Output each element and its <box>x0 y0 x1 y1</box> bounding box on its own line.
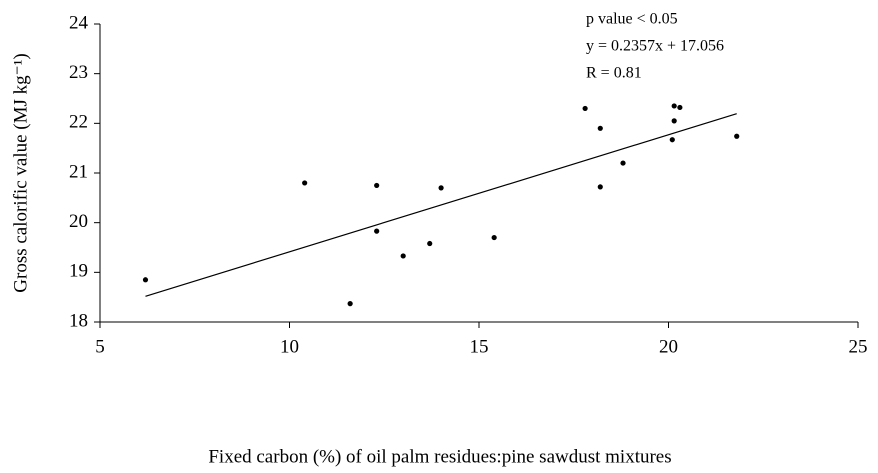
point <box>374 182 380 189</box>
x-tick-label: 25 <box>849 336 868 357</box>
y-tick-label: 22 <box>69 112 88 133</box>
y-tick-label: 20 <box>69 211 88 232</box>
point <box>671 103 677 109</box>
x-tick-label: 20 <box>659 336 678 357</box>
point <box>374 228 380 234</box>
annotation: p value < 0.05 <box>586 11 678 28</box>
point <box>734 133 740 139</box>
trendline <box>145 113 737 297</box>
y-tick-label: 23 <box>69 62 88 83</box>
x-tick-label: 10 <box>280 336 299 357</box>
y-tick-label: 21 <box>69 161 88 182</box>
point <box>142 277 149 283</box>
point <box>438 185 444 191</box>
point <box>582 105 588 112</box>
annotation: R = 0.81 <box>586 65 642 82</box>
point <box>491 234 497 241</box>
point <box>400 253 406 259</box>
x-tick-label: 5 <box>95 336 105 357</box>
x-axis-label: Fixed carbon (%) of oil palm residues:pi… <box>208 446 671 467</box>
y-tick-label: 19 <box>69 261 88 282</box>
point <box>302 180 308 186</box>
point <box>620 160 626 166</box>
y-tick-label: 18 <box>69 310 88 331</box>
y-tick-label: 24 <box>69 12 89 33</box>
point <box>671 118 677 124</box>
point <box>677 104 683 111</box>
annotation: y = 0.2357x + 17.056 <box>586 38 724 55</box>
point <box>669 137 675 143</box>
point <box>347 301 353 307</box>
point <box>427 240 433 247</box>
y-axis-label: Gross calorific value (MJ kg⁻¹) <box>10 53 31 292</box>
point <box>597 184 603 190</box>
point <box>597 125 603 131</box>
x-tick-label: 15 <box>470 336 489 357</box>
